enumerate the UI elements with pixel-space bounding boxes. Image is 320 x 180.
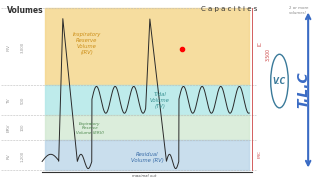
Text: C a p a c i t i e s: C a p a c i t i e s: [201, 6, 258, 12]
Bar: [45, 8, 249, 85]
Text: Residual
Volume (RV): Residual Volume (RV): [131, 152, 164, 163]
Text: Volumes: Volumes: [7, 6, 44, 15]
Bar: [45, 140, 249, 170]
Text: V.C: V.C: [273, 76, 286, 86]
Text: 2 or more
volumes!: 2 or more volumes!: [289, 6, 308, 15]
Text: IRV: IRV: [7, 44, 11, 51]
Text: Expiratory
Reserve
Volume (ERV): Expiratory Reserve Volume (ERV): [76, 122, 104, 135]
Text: IC: IC: [257, 41, 262, 46]
Text: Inspiratory
Reserve
Volume
(IRV): Inspiratory Reserve Volume (IRV): [73, 32, 101, 55]
Text: T.L.C: T.L.C: [296, 72, 310, 108]
Text: 100: 100: [21, 124, 25, 131]
Text: TV: TV: [7, 98, 11, 103]
Text: Tidal
Volume
(TV): Tidal Volume (TV): [150, 92, 170, 109]
Text: ERV: ERV: [7, 123, 11, 132]
Text: 500: 500: [21, 97, 25, 104]
Bar: [45, 115, 249, 140]
Text: FRC: FRC: [257, 150, 261, 158]
Text: RV: RV: [7, 153, 11, 159]
Text: 3,500: 3,500: [266, 48, 271, 61]
Text: maximal out: maximal out: [132, 174, 156, 178]
Text: 1,200: 1,200: [21, 150, 25, 162]
Text: 3,000: 3,000: [21, 42, 25, 53]
Bar: [45, 85, 249, 115]
